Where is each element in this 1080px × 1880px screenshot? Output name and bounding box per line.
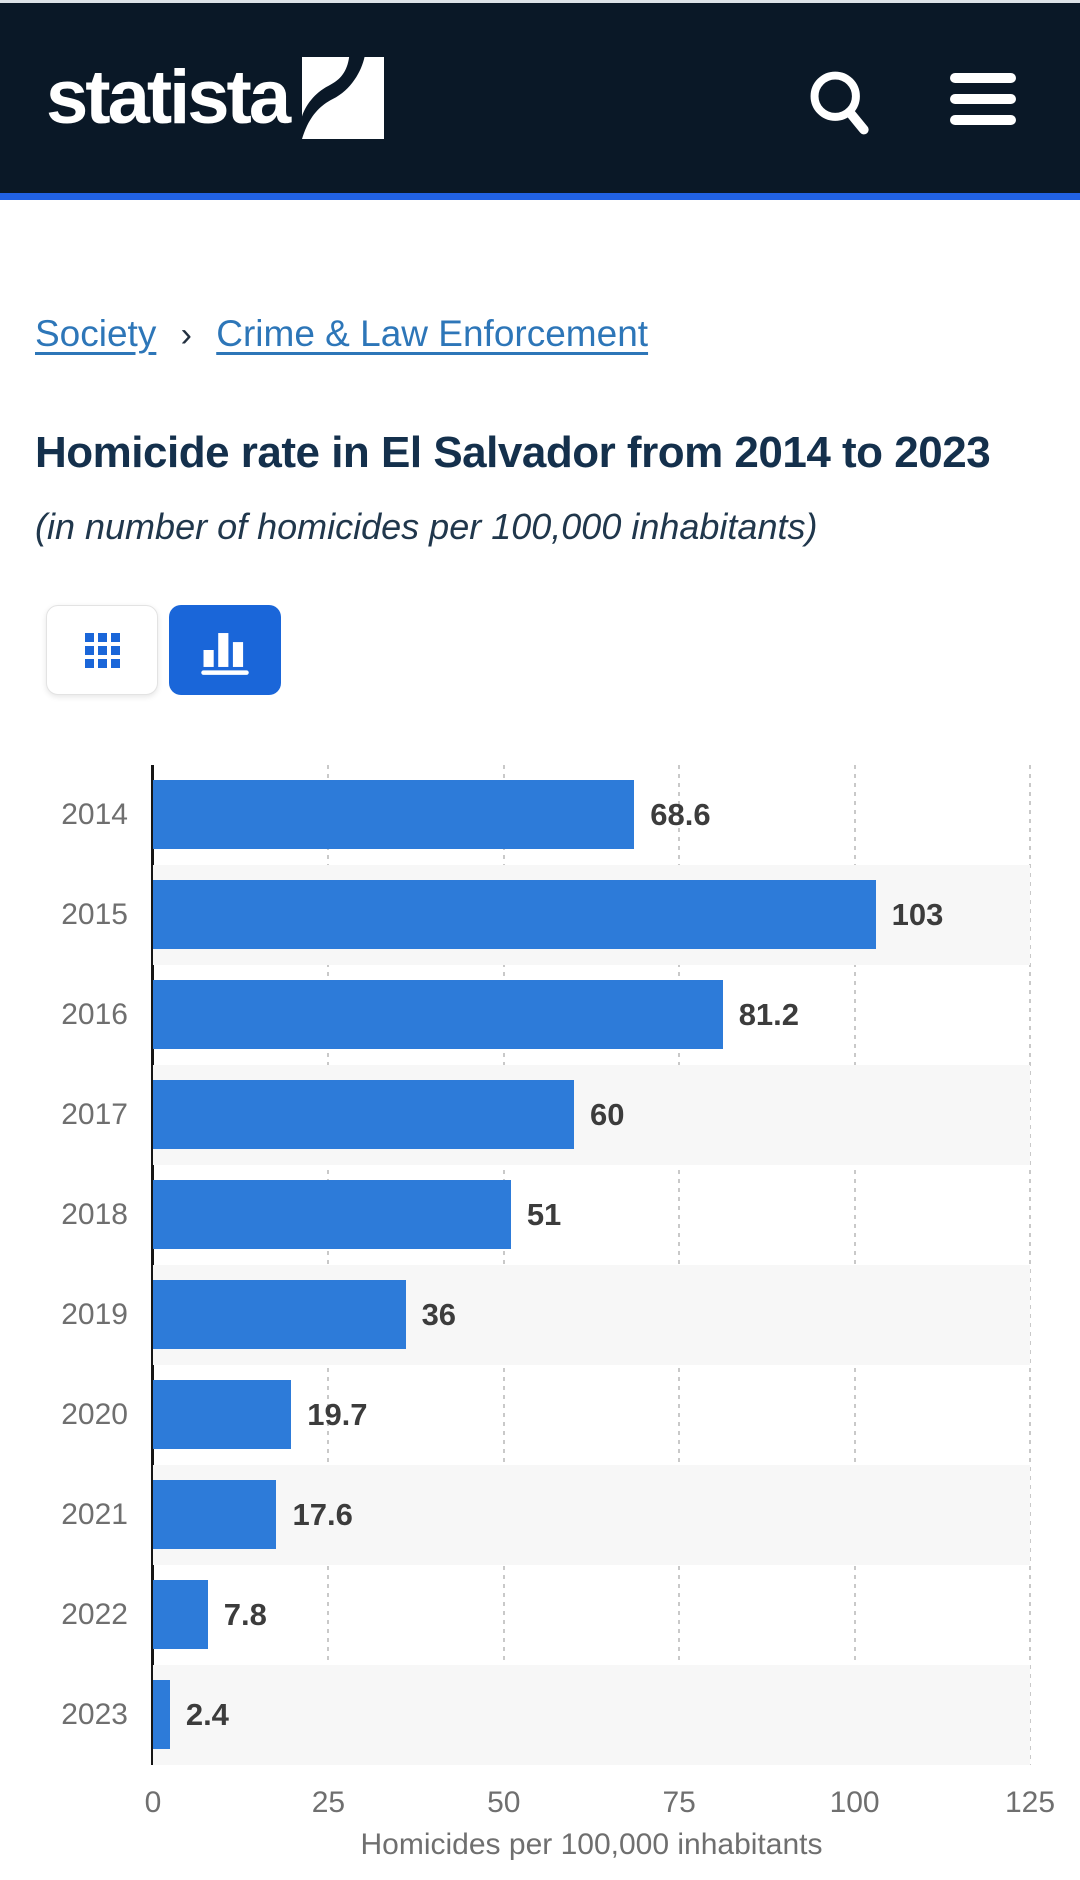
statista-logo-icon	[302, 57, 385, 139]
value-label-2023: 2.4	[185, 1697, 229, 1732]
value-label-2014: 68.6	[650, 797, 711, 832]
search-icon	[810, 71, 869, 135]
table-view-button[interactable]	[46, 605, 158, 695]
bar-2021[interactable]	[153, 1480, 277, 1549]
bar-2018[interactable]	[153, 1180, 511, 1249]
bar-2023[interactable]	[153, 1680, 170, 1749]
search-button[interactable]	[805, 66, 875, 136]
statista-logo[interactable]: statista	[46, 3, 385, 193]
x-tick-label: 75	[662, 1786, 696, 1819]
row-stripe	[153, 1665, 1030, 1765]
bar-2020[interactable]	[153, 1380, 292, 1449]
category-label-2020: 2020	[61, 1398, 128, 1431]
category-label-2016: 2016	[61, 998, 128, 1031]
breadcrumb-separator: ›	[180, 316, 192, 354]
x-axis-ticks: 0 25 50 75 100 125	[145, 1786, 1055, 1822]
hamburger-icon	[950, 73, 1016, 83]
value-label-2021: 17.6	[292, 1497, 353, 1532]
value-label-2015: 103	[891, 897, 944, 932]
statista-logo-text: statista	[46, 55, 291, 140]
bar-2019[interactable]	[153, 1280, 406, 1349]
breadcrumb-link-society[interactable]: Society	[35, 313, 157, 354]
chart-view-button[interactable]	[169, 605, 281, 695]
value-label-2020: 19.7	[307, 1397, 368, 1432]
category-label-2017: 2017	[61, 1098, 128, 1131]
x-axis-title: Homicides per 100,000 inhabitants	[360, 1828, 823, 1861]
category-label-2019: 2019	[61, 1298, 128, 1331]
bar-2022[interactable]	[153, 1580, 208, 1649]
bar-2014[interactable]	[153, 780, 635, 849]
breadcrumb: Society › Crime & Law Enforcement	[35, 310, 648, 359]
x-tick-label: 0	[144, 1786, 162, 1819]
bar-chart-icon	[201, 633, 249, 675]
view-toggle-toolbar	[46, 605, 281, 695]
x-tick-label: 50	[487, 1786, 521, 1819]
menu-button[interactable]	[950, 73, 1018, 125]
app-header: statista	[0, 3, 1080, 193]
value-label-2022: 7.8	[223, 1597, 267, 1632]
chart-plot: 68.6 103 81.2 60 51 36 19.7 17.6 7.8 2.4	[153, 765, 1031, 1765]
bar-2017[interactable]	[153, 1080, 574, 1149]
category-label-2015: 2015	[61, 898, 128, 931]
category-label-2022: 2022	[61, 1598, 128, 1631]
row-stripe	[153, 1465, 1030, 1565]
value-label-2018: 51	[526, 1197, 562, 1232]
header-accent-line	[0, 193, 1080, 200]
grid-icon	[84, 632, 120, 668]
top-edge-strip	[0, 0, 1080, 3]
bar-2015[interactable]	[153, 880, 876, 949]
value-label-2016: 81.2	[738, 997, 800, 1032]
page-title: Homicide rate in El Salvador from 2014 t…	[35, 428, 991, 477]
gridline-125	[1029, 765, 1031, 1765]
category-label-2021: 2021	[61, 1498, 128, 1531]
category-label-2023: 2023	[61, 1698, 128, 1731]
bar-2016[interactable]	[153, 980, 723, 1049]
year-labels: 2014 2015 2016 2017 2018 2019 2020 2021 2022 2023	[0, 765, 128, 1765]
value-label-2017: 60	[589, 1097, 625, 1132]
value-label-2019: 36	[421, 1297, 457, 1332]
x-tick-label: 125	[1004, 1786, 1056, 1819]
category-label-2014: 2014	[61, 798, 128, 831]
page-subtitle: (in number of homicides per 100,000 inha…	[35, 506, 818, 547]
x-tick-label: 100	[829, 1786, 880, 1819]
x-tick-label: 25	[311, 1786, 346, 1819]
category-label-2018: 2018	[61, 1198, 128, 1231]
breadcrumb-link-crime[interactable]: Crime & Law Enforcement	[216, 313, 649, 354]
